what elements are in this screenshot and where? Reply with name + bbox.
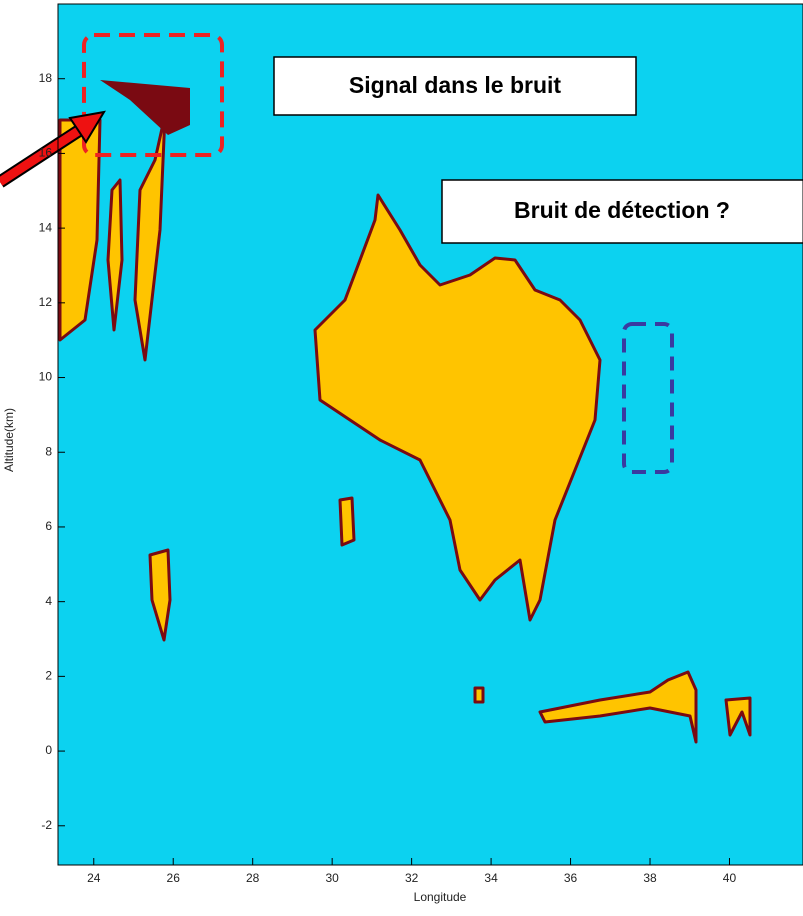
y-tick-label: 18 (39, 71, 53, 85)
y-tick-label: 16 (39, 146, 53, 160)
cloud (133, 113, 167, 362)
y-axis-label: Altitude(km) (2, 408, 16, 472)
y-tick-label: 12 (39, 295, 53, 309)
cloud (148, 548, 172, 642)
y-tick-label: 4 (45, 594, 52, 608)
y-tick-label: 10 (39, 370, 53, 384)
y-tick-label: 14 (39, 220, 53, 234)
cloud (473, 686, 485, 704)
y-tick-label: -2 (41, 818, 52, 832)
highlight-box (622, 322, 674, 474)
x-axis-label: Longitude (414, 890, 467, 904)
x-tick-label: 24 (87, 871, 101, 885)
x-tick-label: 32 (405, 871, 419, 885)
cloud (106, 178, 124, 332)
highlight-box (82, 33, 224, 157)
x-tick-label: 34 (484, 871, 498, 885)
arrow-head (68, 110, 106, 144)
cloud (338, 496, 356, 547)
mask-regions (58, 80, 752, 744)
plot-frame (57, 3, 803, 866)
annotation: Signal dans le bruit (349, 72, 561, 98)
arrow (0, 122, 89, 186)
cloud (100, 80, 190, 135)
x-tick-label: 40 (723, 871, 737, 885)
y-tick-label: 2 (45, 669, 52, 683)
y-tick-label: 6 (45, 519, 52, 533)
x-tick-label: 30 (325, 871, 339, 885)
x-tick-label: 26 (167, 871, 181, 885)
cloud (724, 696, 752, 737)
y-tick-label: 8 (45, 444, 52, 458)
cloud (538, 670, 698, 744)
x-tick-label: 38 (643, 871, 657, 885)
annotation-box (441, 179, 803, 244)
x-tick-label: 36 (564, 871, 578, 885)
y-tick-label: 0 (45, 743, 52, 757)
cloud (313, 193, 602, 622)
annotation: Bruit de détection ? (514, 197, 730, 223)
annotation-box (273, 56, 637, 116)
x-tick-label: 28 (246, 871, 260, 885)
